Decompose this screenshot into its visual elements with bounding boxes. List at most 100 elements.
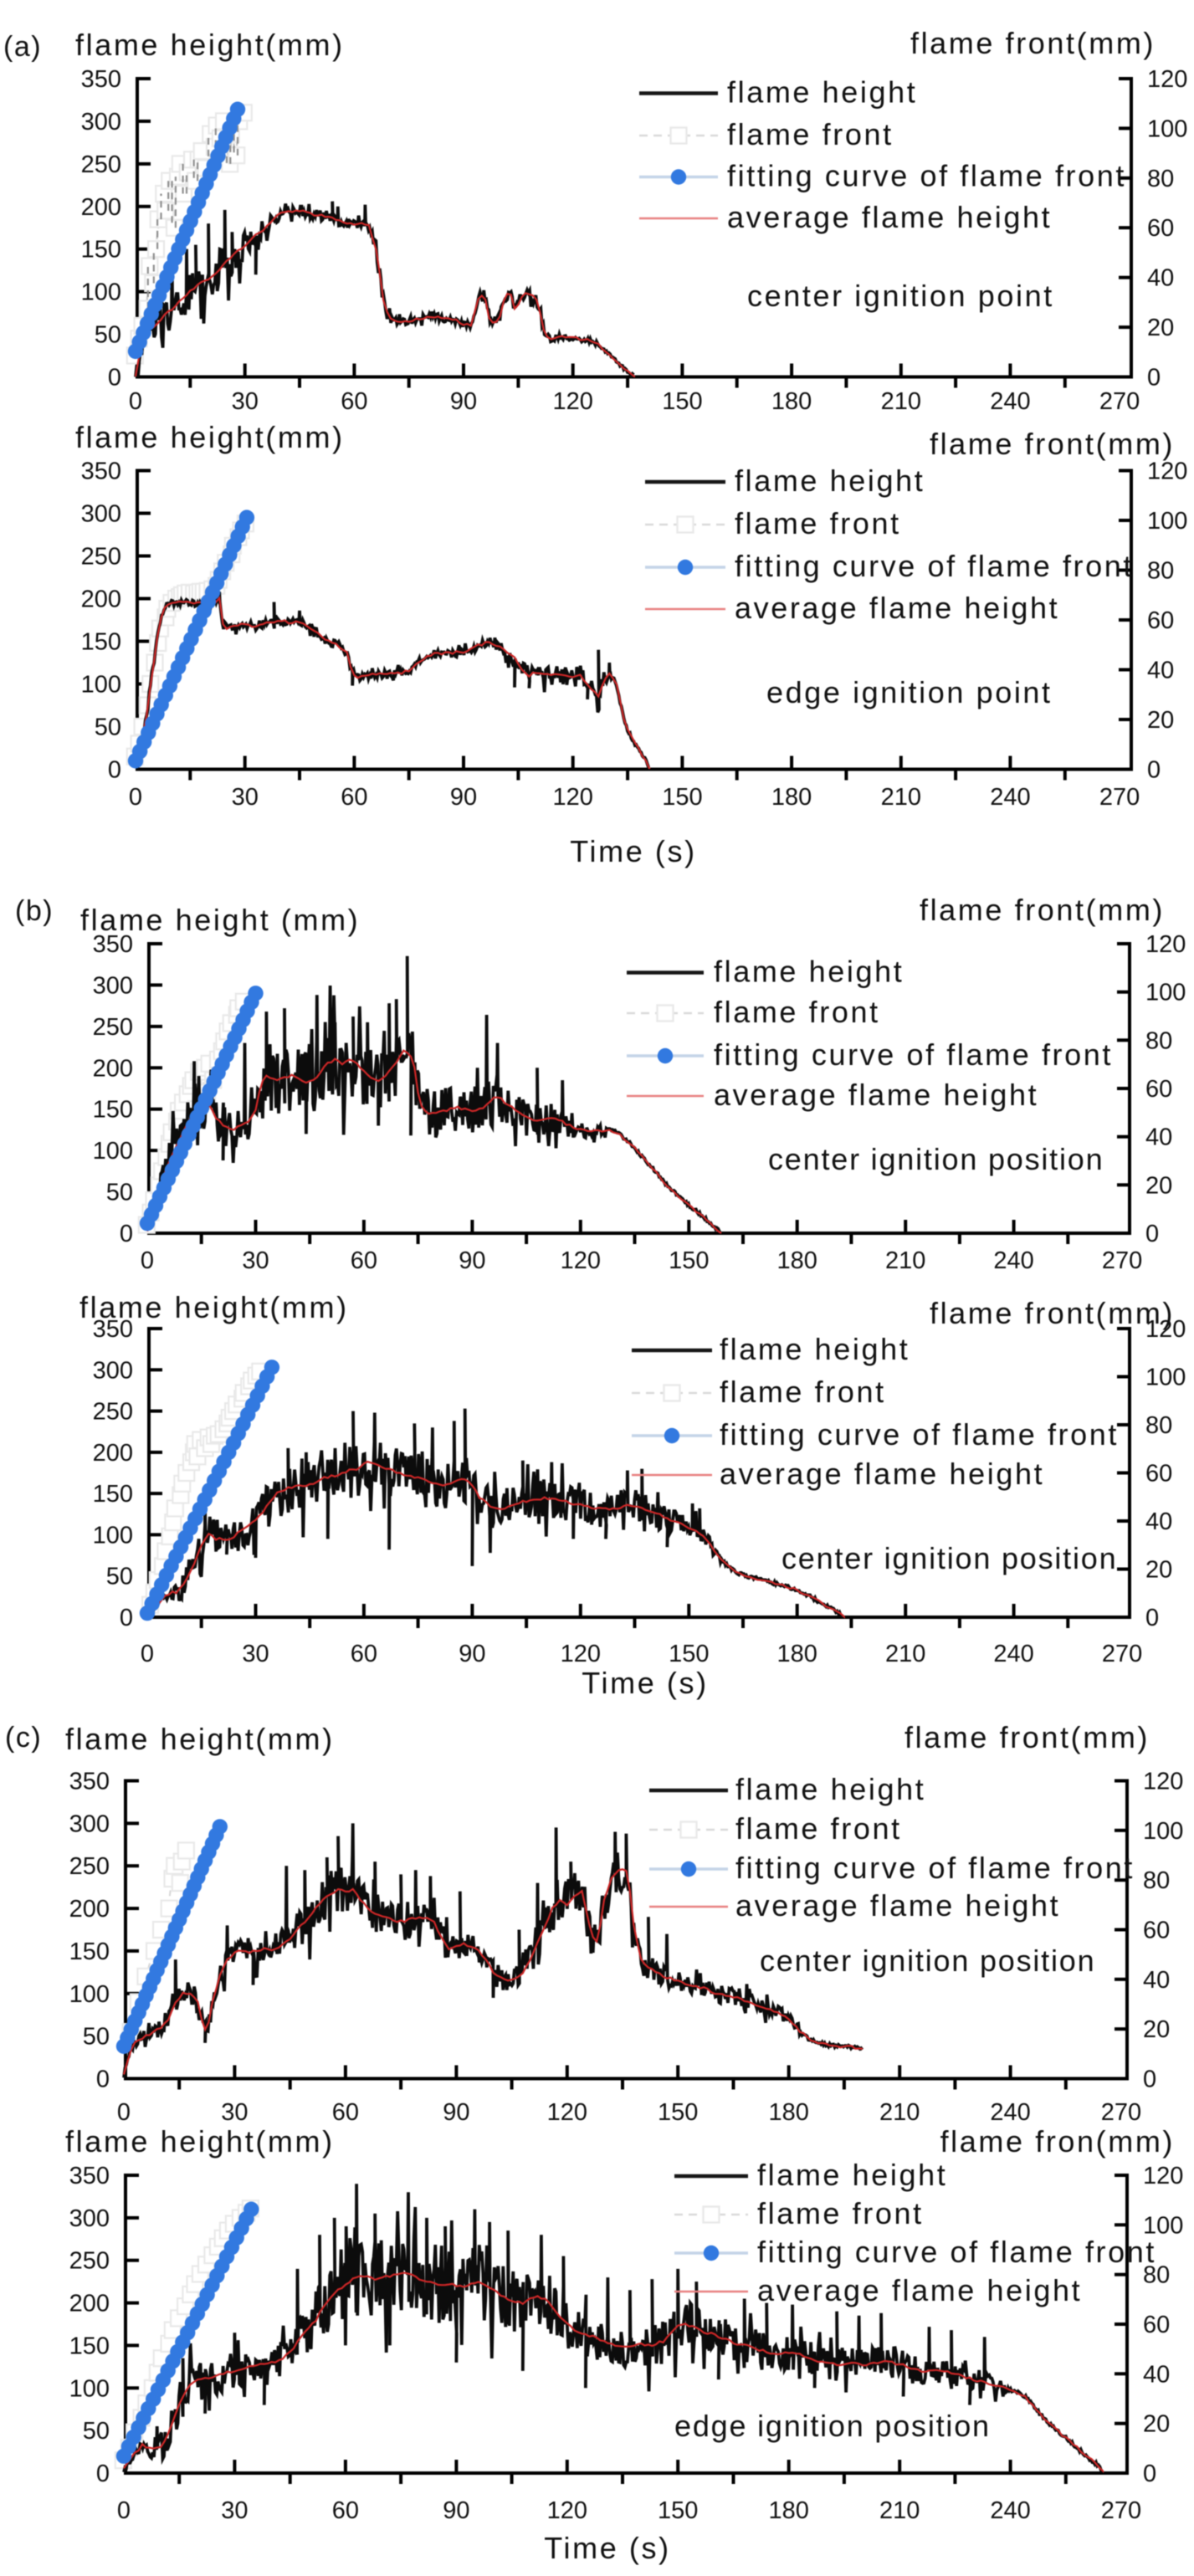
svg-text:30: 30	[221, 2099, 248, 2126]
svg-text:fitting curve of flame front: fitting curve of flame front	[727, 159, 1126, 193]
svg-text:fitting curve of flame front: fitting curve of flame front	[735, 1851, 1135, 1885]
svg-text:fitting curve of flame front: fitting curve of flame front	[757, 2235, 1156, 2269]
svg-text:300: 300	[93, 972, 133, 999]
svg-text:0: 0	[117, 2099, 131, 2126]
svg-text:flame front: flame front	[727, 117, 894, 151]
svg-text:flame height: flame height	[735, 463, 925, 498]
svg-text:20: 20	[1145, 1557, 1172, 1584]
svg-text:40: 40	[1147, 265, 1174, 292]
svg-text:flame height(mm): flame height(mm)	[75, 28, 345, 62]
svg-text:350: 350	[69, 1769, 110, 1795]
svg-text:fitting curve of flame front: fitting curve of flame front	[720, 1417, 1119, 1452]
svg-text:350: 350	[69, 2163, 110, 2189]
svg-text:200: 200	[93, 1440, 133, 1467]
svg-text:0: 0	[1143, 2066, 1156, 2093]
svg-text:150: 150	[81, 629, 121, 656]
svg-text:200: 200	[81, 586, 121, 613]
svg-text:100: 100	[1143, 2212, 1183, 2239]
svg-text:flame front(mm): flame front(mm)	[904, 1720, 1150, 1754]
svg-text:100: 100	[1145, 980, 1186, 1006]
svg-text:80: 80	[1147, 558, 1174, 585]
svg-text:flame front: flame front	[735, 1811, 902, 1846]
svg-text:150: 150	[93, 1481, 133, 1508]
svg-text:average flame height: average flame height	[757, 2273, 1082, 2307]
svg-text:flame height: flame height	[720, 1332, 910, 1366]
svg-text:flame fron(mm): flame fron(mm)	[940, 2124, 1175, 2159]
svg-text:60: 60	[1145, 1461, 1172, 1488]
svg-text:200: 200	[69, 2291, 110, 2317]
svg-text:80: 80	[1147, 166, 1174, 192]
svg-text:0: 0	[1147, 365, 1161, 392]
svg-text:20: 20	[1145, 1172, 1172, 1199]
svg-text:90: 90	[459, 1641, 485, 1667]
svg-text:Time (s): Time (s)	[582, 1666, 708, 1700]
svg-text:200: 200	[93, 1055, 133, 1082]
svg-text:210: 210	[885, 1247, 925, 1274]
svg-text:270: 270	[1102, 1641, 1142, 1667]
svg-text:180: 180	[769, 2497, 809, 2524]
svg-text:flame front: flame front	[720, 1375, 886, 1409]
svg-text:0: 0	[1143, 2461, 1156, 2487]
svg-text:180: 180	[771, 388, 812, 415]
svg-text:flame front: flame front	[735, 506, 901, 540]
svg-text:90: 90	[459, 1247, 485, 1274]
svg-text:300: 300	[93, 1357, 133, 1384]
svg-text:240: 240	[993, 1247, 1033, 1274]
svg-text:210: 210	[879, 2099, 920, 2126]
svg-text:100: 100	[93, 1522, 133, 1549]
svg-text:flame front: flame front	[714, 995, 880, 1029]
svg-text:50: 50	[106, 1564, 133, 1590]
svg-text:flame height(mm): flame height(mm)	[79, 1290, 349, 1324]
svg-text:100: 100	[1143, 1818, 1183, 1845]
svg-text:150: 150	[658, 2497, 698, 2524]
svg-text:210: 210	[881, 388, 921, 415]
svg-text:average flame height: average flame height	[735, 1888, 1060, 1923]
svg-text:90: 90	[450, 388, 477, 415]
svg-text:30: 30	[232, 388, 259, 415]
svg-text:240: 240	[993, 1641, 1033, 1667]
svg-text:270: 270	[1101, 2497, 1141, 2524]
svg-text:60: 60	[1145, 1076, 1172, 1103]
svg-text:120: 120	[1145, 1316, 1186, 1343]
svg-text:80: 80	[1145, 1027, 1172, 1054]
svg-text:250: 250	[81, 151, 121, 178]
svg-text:50: 50	[95, 322, 121, 349]
svg-text:60: 60	[1143, 2312, 1170, 2338]
svg-text:270: 270	[1099, 388, 1140, 415]
svg-text:100: 100	[1147, 115, 1187, 142]
svg-text:120: 120	[1145, 931, 1186, 958]
svg-text:90: 90	[450, 784, 477, 811]
svg-text:flame front(mm): flame front(mm)	[930, 427, 1175, 461]
svg-text:200: 200	[81, 194, 121, 221]
svg-text:120: 120	[547, 2497, 587, 2524]
svg-text:30: 30	[232, 784, 259, 811]
svg-text:100: 100	[1147, 508, 1187, 535]
svg-text:250: 250	[69, 2248, 110, 2275]
svg-text:210: 210	[885, 1641, 925, 1667]
svg-text:20: 20	[1143, 2016, 1170, 2043]
svg-text:40: 40	[1147, 658, 1174, 684]
svg-text:0: 0	[129, 388, 142, 415]
svg-text:300: 300	[69, 1810, 110, 1837]
svg-text:250: 250	[81, 544, 121, 571]
svg-text:300: 300	[81, 109, 121, 136]
svg-text:100: 100	[93, 1138, 133, 1165]
svg-text:300: 300	[81, 501, 121, 528]
svg-text:edge ignition point: edge ignition point	[766, 675, 1053, 709]
svg-text:240: 240	[990, 2099, 1030, 2126]
svg-text:0: 0	[96, 2461, 110, 2487]
svg-text:60: 60	[341, 784, 367, 811]
svg-text:Time (s): Time (s)	[570, 834, 696, 868]
svg-text:fitting curve of flame front: fitting curve of flame front	[714, 1037, 1113, 1072]
svg-text:20: 20	[1147, 315, 1174, 341]
svg-text:flame height: flame height	[727, 75, 917, 110]
svg-text:0: 0	[108, 757, 121, 784]
svg-text:90: 90	[443, 2497, 469, 2524]
svg-text:120: 120	[553, 784, 593, 811]
svg-text:120: 120	[547, 2099, 587, 2126]
svg-text:120: 120	[1147, 66, 1187, 93]
svg-text:240: 240	[990, 388, 1030, 415]
svg-text:flame height (mm): flame height (mm)	[80, 903, 360, 937]
svg-text:200: 200	[69, 1896, 110, 1923]
svg-text:210: 210	[879, 2497, 920, 2524]
